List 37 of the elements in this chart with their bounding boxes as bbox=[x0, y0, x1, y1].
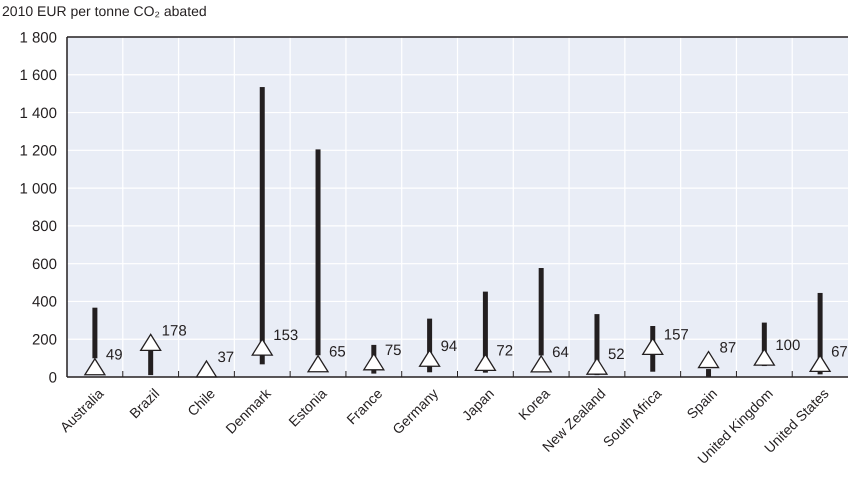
data-label: 178 bbox=[162, 322, 187, 340]
data-label: 75 bbox=[384, 342, 402, 359]
y-tick-label: 1 400 bbox=[19, 104, 57, 122]
point bbox=[418, 350, 440, 367]
data-label: 64 bbox=[552, 344, 569, 361]
y-tick-label: 0 bbox=[48, 369, 57, 386]
data-label: 153 bbox=[273, 327, 298, 344]
y-axis-title: 2010 EUR per tonne CO₂ abated bbox=[2, 3, 207, 19]
y-tick-label: 1 600 bbox=[19, 67, 57, 84]
data-label: 72 bbox=[496, 342, 514, 360]
point bbox=[809, 354, 831, 372]
data-label: 49 bbox=[106, 346, 123, 364]
data-label: 52 bbox=[608, 346, 625, 364]
point bbox=[307, 355, 329, 372]
data-label: 67 bbox=[831, 343, 848, 360]
y-tick-label: 800 bbox=[32, 218, 57, 236]
data-label: 157 bbox=[664, 326, 689, 344]
data-label: 37 bbox=[217, 349, 234, 366]
data-label: 87 bbox=[720, 340, 736, 357]
point bbox=[698, 350, 720, 368]
y-tick-label: 200 bbox=[32, 331, 57, 348]
data-label: 94 bbox=[440, 338, 458, 356]
y-tick-label: 1 000 bbox=[19, 180, 57, 198]
point bbox=[363, 353, 384, 370]
y-tick-label: 400 bbox=[32, 294, 57, 311]
data-label: 100 bbox=[775, 337, 800, 354]
data-label: 65 bbox=[329, 344, 346, 361]
point bbox=[754, 348, 775, 366]
point bbox=[530, 355, 552, 373]
point bbox=[642, 338, 664, 355]
point bbox=[474, 354, 496, 372]
y-tick-label: 1 200 bbox=[19, 142, 57, 160]
point bbox=[586, 358, 608, 375]
point bbox=[140, 334, 162, 352]
point bbox=[84, 358, 106, 376]
y-tick-label: 600 bbox=[32, 256, 57, 273]
y-tick-label: 1 800 bbox=[19, 29, 57, 46]
